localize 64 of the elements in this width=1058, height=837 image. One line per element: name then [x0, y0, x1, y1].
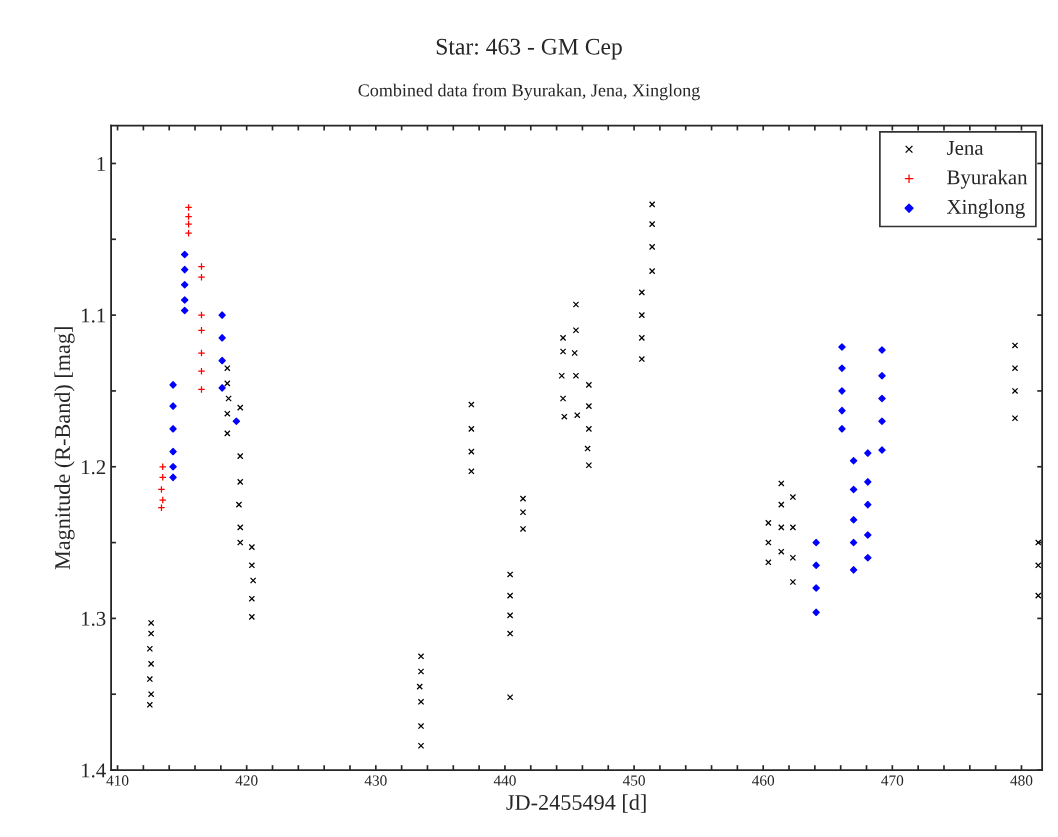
point: [864, 500, 872, 509]
y-axis-title: Magnitude (R-Band) [mag]: [54, 327, 75, 570]
point: [180, 250, 189, 259]
point: [878, 346, 886, 354]
point: [218, 384, 226, 392]
point: [218, 356, 226, 365]
x-tick-label: 420: [235, 775, 258, 786]
point: [838, 343, 846, 351]
point: [838, 425, 846, 433]
point: [812, 584, 820, 592]
point: [878, 417, 886, 425]
point: [864, 531, 872, 539]
y-tick-label: 1: [97, 156, 105, 171]
point: [838, 387, 846, 395]
point: [849, 566, 858, 574]
point: [180, 281, 189, 289]
y-tick-label: 1.1: [82, 308, 105, 323]
point: [849, 516, 858, 524]
x-tick-label: 410: [106, 775, 129, 786]
point: [232, 417, 241, 425]
legend-label: Byurakan: [947, 169, 1028, 189]
point: [878, 372, 886, 380]
point: [184, 220, 193, 229]
point: [218, 311, 226, 319]
point: [838, 406, 846, 415]
point: [812, 561, 820, 570]
point: [180, 265, 189, 274]
point: [849, 538, 858, 547]
point: [218, 334, 226, 342]
x-tick-label: 480: [1010, 775, 1033, 786]
point: [878, 394, 886, 403]
point: [169, 402, 177, 410]
point: [849, 485, 858, 494]
y-tick-label: 1.4: [82, 763, 106, 778]
point: [197, 311, 206, 319]
point: [169, 425, 177, 433]
point: [169, 447, 177, 456]
point: [849, 456, 858, 465]
x-tick-label: 470: [881, 775, 904, 786]
point: [158, 496, 167, 504]
point: [169, 381, 177, 389]
point: [878, 446, 886, 454]
x-axis-title: JD-2455494 [d]: [506, 794, 646, 813]
point: [197, 349, 206, 357]
x-tick-label: 460: [752, 775, 775, 786]
point: [812, 608, 820, 617]
legend-label: Jena: [946, 141, 984, 155]
point: [864, 554, 872, 562]
x-tick-label: 450: [622, 775, 645, 786]
chart-title: Star: 463 - GM Cep: [436, 38, 622, 60]
y-tick-label: 1.2: [82, 460, 106, 475]
chart-subtitle: Combined data from Byurakan, Jena, Xinglong: [358, 83, 700, 101]
y-tick-label: 1.3: [82, 611, 106, 626]
legend-label: Xinglong: [947, 199, 1025, 219]
point: [864, 478, 872, 486]
point: [864, 449, 872, 457]
point: [180, 306, 189, 315]
point: [812, 538, 820, 547]
point: [169, 463, 177, 471]
x-tick-label: 430: [364, 775, 387, 786]
point: [169, 473, 177, 482]
x-tick-label: 440: [493, 775, 516, 786]
point: [838, 364, 846, 372]
point: [180, 296, 189, 304]
